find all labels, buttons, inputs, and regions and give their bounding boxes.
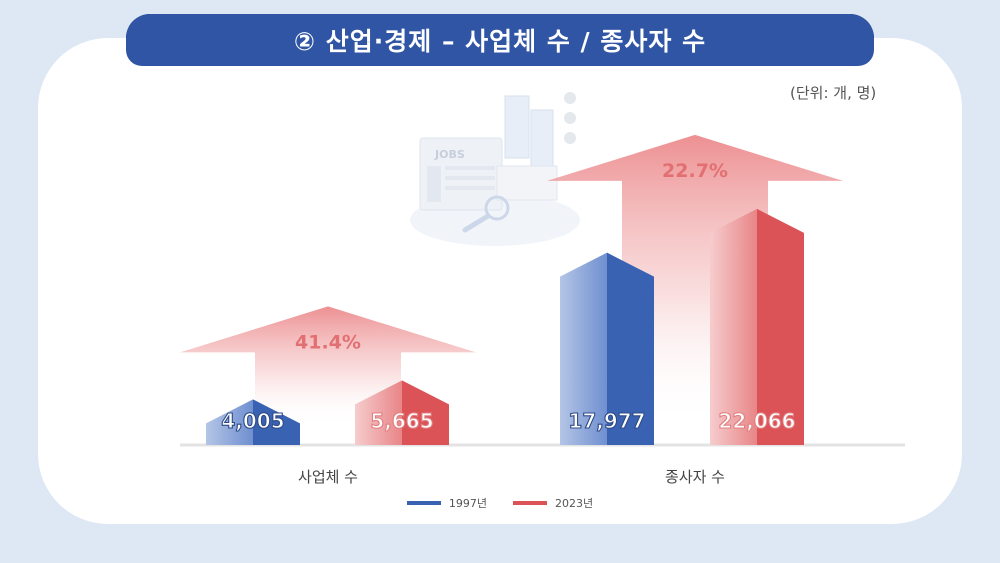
chart-card	[38, 38, 962, 524]
growth-label: 22.7%	[662, 160, 728, 182]
category-label: 사업체 수	[298, 468, 358, 486]
legend-item: 2023년	[513, 495, 593, 511]
category-label: 종사자 수	[665, 468, 725, 486]
page-title: ② 산업·경제 – 사업체 수 / 종사자 수	[126, 14, 874, 66]
growth-label: 41.4%	[295, 331, 361, 353]
growth-arrow	[547, 134, 843, 425]
bar-2023-right-face	[757, 208, 804, 445]
legend-swatch	[406, 501, 441, 505]
legend-item: 1997년	[406, 495, 487, 511]
legend-swatch	[513, 501, 547, 505]
bar-1997-right-face	[253, 399, 300, 445]
data-label-1997: 17,977	[568, 409, 645, 433]
bar-1997-left-face	[206, 399, 253, 445]
jobs-sign-text: JOBS	[434, 148, 465, 161]
growth-arrow	[180, 306, 476, 425]
data-label-2023: 22,066	[718, 409, 795, 433]
bar-2023-left-face	[710, 208, 757, 445]
jobs-newspaper-icon: JOBS	[410, 92, 580, 246]
bar-2023-right-face	[402, 380, 449, 445]
bar-1997-left-face	[560, 252, 607, 445]
legend-label: 2023년	[555, 497, 594, 510]
legend-label: 1997년	[448, 497, 487, 510]
legend: 1997년 2023년	[0, 495, 1000, 511]
bar-1997-right-face	[607, 252, 654, 445]
data-label-1997: 4,005	[221, 409, 284, 433]
data-label-2023: 5,665	[370, 409, 433, 433]
unit-label: (단위: 개, 명)	[790, 84, 877, 102]
bar-2023-left-face	[355, 380, 402, 445]
